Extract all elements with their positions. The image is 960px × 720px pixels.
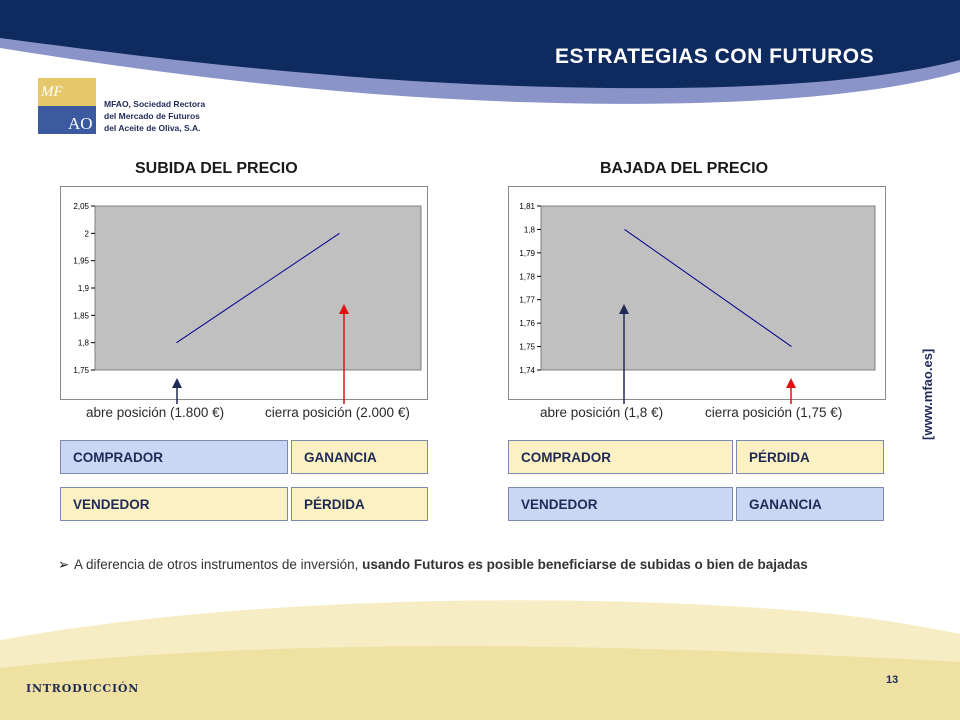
right-close-label: cierra posición (1,75 €) — [705, 405, 843, 420]
left-seller-cell: VENDEDOR — [60, 487, 288, 521]
left-price-chart: 2,05 2 1,95 1,9 1,85 1,8 1,75 — [73, 202, 422, 375]
svg-text:MF: MF — [40, 84, 63, 100]
y-tick-label: 1,76 — [519, 319, 535, 328]
right-seller-result: GANANCIA — [736, 487, 884, 521]
bullet-plain-text: A diferencia de otros instrumentos de in… — [74, 557, 363, 572]
left-section-title: SUBIDA DEL PRECIO — [135, 160, 298, 177]
logo-text: MFAO, Sociedad Rectora del Mercado de Fu… — [104, 98, 205, 134]
bullet-arrow-icon: ➢ — [58, 557, 70, 572]
bullet-point: ➢ A diferencia de otros instrumentos de … — [58, 554, 920, 575]
y-tick-label: 2 — [85, 229, 90, 238]
y-tick-label: 1,74 — [519, 366, 535, 375]
y-tick-label: 1,8 — [524, 225, 536, 234]
website-url: [www.mfao.es] — [920, 348, 935, 440]
left-buyer-cell: COMPRADOR — [60, 440, 288, 474]
left-buyer-result: GANANCIA — [291, 440, 428, 474]
left-open-arrow-icon — [172, 378, 182, 388]
y-tick-label: 1,95 — [73, 257, 89, 266]
series-line — [624, 229, 792, 347]
page-number: 13 — [886, 674, 899, 686]
left-seller-result: PÉRDIDA — [291, 487, 428, 521]
page-title: ESTRATEGIAS CON FUTUROS — [555, 45, 875, 68]
mfao-logo: MF AO — [38, 78, 96, 134]
right-price-chart: 1,81 1,8 1,79 1,78 1,77 1,76 1,75 1,74 — [519, 202, 876, 375]
right-buyer-result: PÉRDIDA — [736, 440, 884, 474]
y-tick-label: 1,79 — [519, 249, 535, 258]
right-open-label: abre posición (1,8 €) — [540, 405, 664, 420]
y-tick-label: 1,9 — [78, 284, 90, 293]
bullet-bold-text: usando Futuros es posible beneficiarse d… — [362, 557, 808, 572]
left-open-label: abre posición (1.800 €) — [86, 405, 225, 420]
left-close-arrow-icon — [339, 304, 349, 314]
right-section-title: BAJADA DEL PRECIO — [600, 160, 769, 177]
svg-text:AO: AO — [68, 114, 93, 133]
y-tick-label: 2,05 — [73, 202, 89, 211]
logo-line-3: del Aceite de Oliva, S.A. — [104, 123, 201, 133]
right-close-arrow-icon — [786, 378, 796, 388]
logo-line-1: MFAO, Sociedad Rectora — [104, 99, 206, 109]
y-tick-label: 1,75 — [73, 366, 89, 375]
right-arrows — [619, 304, 796, 404]
y-tick-label: 1,75 — [519, 343, 535, 352]
right-buyer-cell: COMPRADOR — [508, 440, 733, 474]
y-tick-label: 1,77 — [519, 296, 535, 305]
left-close-label: cierra posición (2.000 €) — [265, 405, 410, 420]
right-seller-cell: VENDEDOR — [508, 487, 733, 521]
series-line — [176, 232, 340, 344]
y-tick-label: 1,78 — [519, 272, 535, 281]
y-tick-label: 1,81 — [519, 202, 535, 211]
footer-section: INTRODUCCIÓN — [26, 682, 140, 695]
y-tick-label: 1,8 — [78, 339, 90, 348]
right-open-arrow-icon — [619, 304, 629, 314]
left-arrows — [172, 304, 349, 404]
y-tick-label: 1,85 — [73, 311, 89, 320]
logo-line-2: del Mercado de Futuros — [104, 111, 200, 121]
left-chart-frame: 2,05 2 1,95 1,9 1,85 1,8 1,75 — [60, 186, 428, 400]
right-chart-frame: 1,81 1,8 1,79 1,78 1,77 1,76 1,75 1,74 — [508, 186, 886, 400]
